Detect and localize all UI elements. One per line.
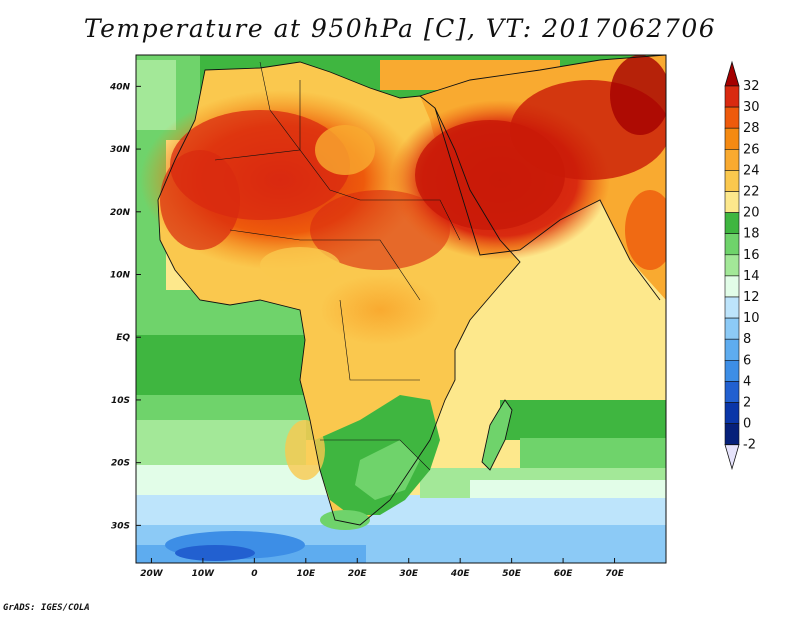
colorbar-swatch <box>724 296 740 319</box>
x-tick-label: 0 <box>251 569 257 579</box>
colorbar-swatch <box>724 275 740 298</box>
colorbar-label: 20 <box>743 206 760 221</box>
colorbar-label: -2 <box>743 438 756 453</box>
y-tick-label: 40N <box>109 82 131 92</box>
colorbar-label: 26 <box>743 142 760 157</box>
colorbar-label: 10 <box>743 311 760 326</box>
map-frame <box>135 54 667 564</box>
colorbar-label: 12 <box>743 290 760 305</box>
colorbar-swatch <box>724 233 740 256</box>
colorbar-top-arrow <box>724 60 740 87</box>
colorbar-swatch <box>724 212 740 235</box>
x-tick-label: 70E <box>605 569 625 579</box>
x-tick-label: 50E <box>502 569 522 579</box>
footer-credit: GrADS: IGES/COLA <box>3 603 90 613</box>
y-tick-label: 20S <box>111 459 130 469</box>
colorbar-swatch <box>724 191 740 213</box>
y-tick-label: 20N <box>110 208 131 218</box>
colorbar-label: 4 <box>743 374 751 389</box>
coastlines <box>157 55 666 526</box>
y-tick-label: 10S <box>111 396 130 406</box>
x-tick-label: 20W <box>140 569 164 579</box>
colorbar-label: 24 <box>743 163 760 178</box>
colorbar-swatch <box>724 359 740 382</box>
x-tick-label: 30E <box>399 569 419 579</box>
y-axis: 40N 30N 20N 10N EQ 10S 20S 30S <box>109 82 141 531</box>
x-tick-label: 40E <box>450 569 471 579</box>
colorbar-label: 30 <box>743 100 760 115</box>
colorbar-label: 32 <box>743 79 760 94</box>
temperature-field <box>136 55 666 563</box>
colorbar-bottom-arrow <box>724 444 740 471</box>
colorbar-swatch <box>724 381 740 403</box>
colorbar-swatch <box>724 106 740 129</box>
colorbar-label: 28 <box>743 121 760 136</box>
colorbar-swatch <box>724 423 740 446</box>
y-tick-label: 10N <box>110 271 131 281</box>
y-tick-label: 30S <box>111 521 130 531</box>
colorbar-label: 16 <box>743 248 760 263</box>
y-tick-label: 30N <box>110 145 131 155</box>
colorbar-label: 6 <box>743 353 751 368</box>
colorbar-swatch <box>724 402 740 424</box>
x-axis: 20W 10W 0 10E 20E 30E 40E 50E 60E 70E <box>140 558 625 579</box>
colorbar-label: 18 <box>743 227 760 242</box>
colorbar-label: 14 <box>743 269 760 284</box>
y-tick-label: EQ <box>116 333 130 343</box>
x-tick-label: 20E <box>348 569 368 579</box>
colorbar-swatch <box>724 317 740 340</box>
colorbar-label: 22 <box>743 185 760 200</box>
colorbar-swatch <box>724 85 740 108</box>
colorbar-label: 2 <box>743 396 751 411</box>
colorbar-label: 8 <box>743 332 751 347</box>
colorbar-label: 0 <box>743 417 751 432</box>
x-tick-label: 60E <box>554 569 574 579</box>
colorbar-swatch <box>724 170 740 192</box>
x-tick-label: 10W <box>192 569 216 579</box>
colorbar-swatch <box>724 149 740 171</box>
map-title: Temperature at 950hPa [C], VT: 201706270… <box>83 14 717 43</box>
colorbar-swatch <box>724 127 740 150</box>
x-tick-label: 10E <box>296 569 316 579</box>
colorbar-swatch <box>724 338 740 361</box>
colorbar-swatch <box>724 254 740 277</box>
